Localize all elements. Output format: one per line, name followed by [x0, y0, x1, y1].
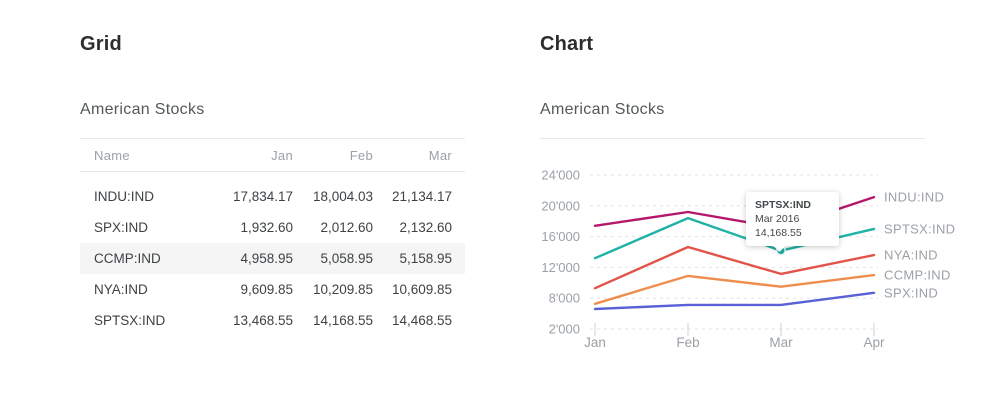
x-axis-label: Apr [863, 335, 885, 350]
x-axis-label: Feb [676, 335, 699, 350]
grid-panel-heading: Grid [80, 33, 122, 55]
value-cell-jan: 13,468.55 [232, 312, 293, 328]
grid-subtitle: American Stocks [80, 101, 205, 118]
tooltip-series-name: SPTSX:IND [755, 198, 812, 211]
value-cell-feb: 14,168.55 [312, 312, 373, 328]
chart-demo-panel: Chart American Stocks 2'000 8'000 12'000 16… [540, 33, 1000, 373]
value-cell-jan: 17,834.17 [232, 188, 293, 204]
table-row-sptsx-ind[interactable]: SPTSX:IND 13,468.55 14,168.55 14,468.55 [80, 305, 465, 336]
stocks-grid-body: INDU:IND 17,834.17 18,004.03 21,134.17 SPX:I… [80, 172, 465, 336]
tooltip-value: 14,168.55 [755, 227, 802, 240]
y-axis-label: 8'000 [549, 291, 580, 306]
chart-area: 2'000 8'000 12'000 16'000 20'000 24'000 Jan Feb… [540, 150, 970, 365]
table-row-ccmp-ind[interactable]: CCMP:IND 4,958.95 5,058.95 5,158.95 [80, 242, 465, 274]
value-cell-jan: 1,932.60 [240, 219, 293, 235]
chart-subtitle: American Stocks [540, 101, 665, 118]
chart-subtitle-divider [540, 138, 925, 139]
x-axis-label: Mar [769, 335, 793, 350]
tooltip-period: Mar 2016 [755, 212, 800, 225]
x-axis-label: Jan [584, 335, 606, 350]
chart-panel-heading: Chart [540, 33, 594, 55]
series-label-ccmp-ind: CCMP:IND [884, 268, 951, 283]
series-label-spx-ind: SPX:IND [884, 285, 938, 300]
series-label-indu-ind: INDU:IND [884, 190, 944, 205]
value-cell-mar: 5,158.95 [399, 250, 452, 266]
stock-name-cell: SPTSX:IND [94, 312, 166, 328]
value-cell-jan: 9,609.85 [240, 281, 293, 297]
value-cell-feb: 5,058.95 [320, 250, 373, 266]
stock-name-cell: SPX:IND [94, 219, 149, 235]
y-axis-label: 24'000 [541, 168, 580, 183]
series-line-spx-ind[interactable] [593, 291, 876, 311]
column-header-mar[interactable]: Mar [373, 138, 465, 172]
series-label-nya-ind: NYA:IND [884, 248, 938, 263]
y-axis-label: 16'000 [541, 229, 580, 244]
chart-tooltip-box: SPTSX:IND Mar 2016 14,168.55 [746, 191, 840, 247]
stock-name-cell: CCMP:IND [94, 250, 161, 266]
grid-demo-panel: Grid American Stocks Name Jan Feb Mar INDU:… [80, 33, 465, 363]
y-axis-label: 20'000 [541, 198, 580, 213]
stocks-line-chart[interactable]: 2'000 8'000 12'000 16'000 20'000 24'000 Jan Feb… [540, 150, 970, 355]
column-header-name[interactable]: Name [80, 138, 200, 172]
value-cell-mar: 14,468.55 [391, 312, 452, 328]
series-line-ccmp-ind[interactable] [593, 273, 876, 306]
value-cell-mar: 2,132.60 [399, 219, 452, 235]
value-cell-feb: 2,012.60 [320, 219, 373, 235]
column-header-jan[interactable]: Jan [200, 138, 293, 172]
value-cell-feb: 18,004.03 [312, 188, 373, 204]
stock-name-cell: NYA:IND [94, 281, 148, 297]
y-axis-label: 2'000 [549, 322, 580, 337]
value-cell-jan: 4,958.95 [240, 250, 293, 266]
value-cell-feb: 10,209.85 [312, 281, 373, 297]
series-line-nya-ind[interactable] [593, 245, 876, 290]
stocks-grid: Name Jan Feb Mar INDU:IND 17,834.17 18,004.03… [80, 138, 465, 336]
table-row-nya-ind[interactable]: NYA:IND 9,609.85 10,209.85 10,609.85 [80, 274, 465, 305]
chart-tooltip: SPTSX:IND Mar 2016 14,168.55 [746, 191, 840, 247]
stock-name-cell: INDU:IND [94, 188, 154, 204]
table-row-indu-ind[interactable]: INDU:IND 17,834.17 18,004.03 21,134.17 [80, 181, 465, 212]
column-header-feb[interactable]: Feb [293, 138, 373, 172]
series-label-sptsx-ind: SPTSX:IND [884, 221, 955, 236]
stocks-grid-header-row: Name Jan Feb Mar [80, 138, 465, 172]
y-axis-label: 12'000 [541, 260, 580, 275]
value-cell-mar: 10,609.85 [391, 281, 452, 297]
value-cell-mar: 21,134.17 [391, 188, 452, 204]
table-row-spx-ind[interactable]: SPX:IND 1,932.60 2,012.60 2,132.60 [80, 212, 465, 243]
